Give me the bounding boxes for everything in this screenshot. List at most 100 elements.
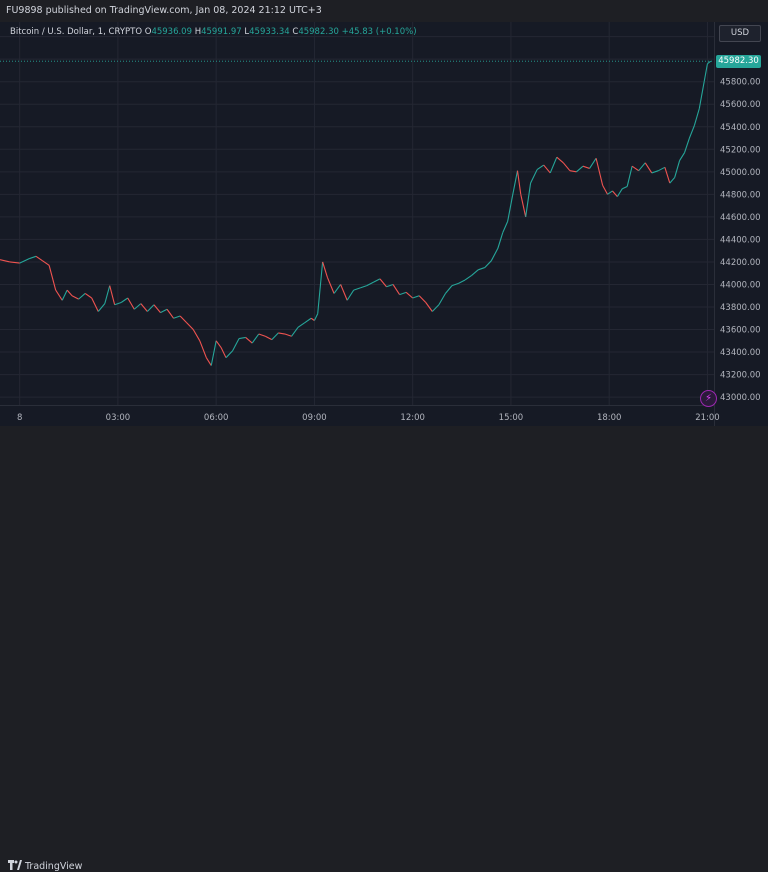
x-tick-label: 15:00 [499, 413, 524, 423]
price-segment [556, 156, 564, 164]
price-segment [707, 60, 712, 65]
price-segment [109, 285, 116, 305]
brand-label: TradingView [25, 861, 83, 872]
price-segment [360, 285, 368, 289]
high-value: 45991.97 [201, 27, 242, 37]
price-segment [42, 260, 50, 266]
x-tick-label: 8 [17, 413, 22, 423]
low-value: 45933.34 [249, 27, 290, 37]
symbol-legend: Bitcoin / U.S. Dollar, 1, CRYPTO O45936.… [10, 27, 417, 37]
price-segment [512, 170, 519, 196]
last-price-tag: 45982.30 [716, 54, 761, 68]
y-tick-label: 43600.00 [720, 326, 761, 336]
price-segment [405, 291, 414, 299]
y-tick-label: 45600.00 [720, 100, 761, 110]
close-label: C [292, 27, 299, 37]
price-segment [386, 283, 394, 288]
price-chart: 43000.00 43200.00 43400.00 43600.00 43800.00… [0, 22, 761, 423]
price-segment [78, 293, 86, 300]
price-axis[interactable] [714, 22, 768, 426]
price-segment [373, 278, 381, 283]
y-tick-label: 43800.00 [720, 303, 761, 313]
price-segment [140, 303, 148, 312]
price-segment [582, 165, 590, 169]
price-segment [153, 304, 161, 313]
y-tick-label: 44400.00 [720, 235, 761, 245]
price-segment [284, 333, 292, 337]
price-segment [569, 170, 577, 173]
price-segment [607, 190, 613, 195]
price-segment [271, 332, 279, 341]
price-segment [173, 315, 181, 319]
y-tick-label: 43200.00 [720, 371, 761, 381]
y-tick-label: 45000.00 [720, 168, 761, 178]
price-segment [66, 289, 73, 297]
y-tick-label: 44600.00 [720, 213, 761, 223]
x-tick-label: 21:00 [695, 413, 720, 423]
symbol-name[interactable]: Bitcoin / U.S. Dollar, 1, CRYPTO [10, 27, 143, 37]
publish-header: FU9898 published on TradingView.com, Jan… [0, 0, 768, 22]
price-segment [192, 329, 201, 342]
price-segment [484, 260, 492, 268]
price-segment [684, 137, 690, 153]
price-segment [304, 317, 312, 324]
price-segment [238, 336, 246, 340]
price-segment [490, 248, 499, 262]
price-segment [549, 156, 558, 174]
y-tick-label: 43000.00 [720, 393, 761, 403]
publisher-line: FU9898 published on TradingView.com, Jan… [6, 5, 322, 16]
price-segment [29, 255, 37, 260]
price-segment [0, 259, 10, 263]
price-segment [638, 162, 646, 172]
price-segment [317, 261, 324, 314]
price-segment [502, 221, 509, 233]
price-segment [399, 291, 407, 296]
price-segment [669, 177, 676, 184]
price-segment [688, 125, 695, 139]
x-tick-label: 18:00 [597, 413, 622, 423]
price-segment [340, 284, 348, 301]
price-segment [366, 281, 374, 287]
low-label: L [244, 27, 250, 37]
price-segment [160, 308, 168, 314]
price-segment [210, 340, 217, 366]
price-segment [693, 108, 700, 126]
price-segment [120, 297, 129, 303]
x-tick-label: 09:00 [302, 413, 327, 423]
x-tick-label: 03:00 [106, 413, 131, 423]
price-segment [602, 185, 609, 195]
plot-area[interactable] [0, 22, 714, 426]
price-segment [48, 265, 57, 291]
price-segment [651, 170, 659, 174]
tradingview-brand[interactable]: TradingView [8, 860, 82, 872]
price-segment [525, 183, 532, 217]
price-segment [91, 297, 99, 312]
price-segment [313, 313, 319, 321]
price-segment [232, 338, 240, 352]
open-value: 45936.09 [151, 27, 192, 37]
time-axis[interactable] [0, 405, 714, 427]
price-segment [507, 195, 514, 222]
price-segment [297, 322, 305, 328]
y-tick-label: 44800.00 [720, 190, 761, 200]
price-segment [425, 302, 433, 312]
price-segment [146, 304, 155, 312]
price-segment [346, 289, 355, 301]
price-segment [631, 165, 639, 172]
price-segment [616, 188, 623, 197]
price-segment [310, 317, 315, 321]
price-segment [445, 285, 453, 294]
price-segment [225, 350, 233, 359]
y-tick-label: 44200.00 [720, 258, 761, 268]
currency-button[interactable]: USD [719, 25, 761, 42]
price-segment [322, 261, 329, 278]
y-tick-label: 44000.00 [720, 280, 761, 290]
lightning-icon[interactable]: ⚡ [700, 390, 717, 407]
price-segment [9, 261, 20, 264]
price-segment [127, 297, 135, 310]
price-segment [392, 284, 401, 295]
price-segment [644, 162, 653, 174]
price-segment [516, 170, 522, 195]
price-segment [698, 81, 705, 109]
